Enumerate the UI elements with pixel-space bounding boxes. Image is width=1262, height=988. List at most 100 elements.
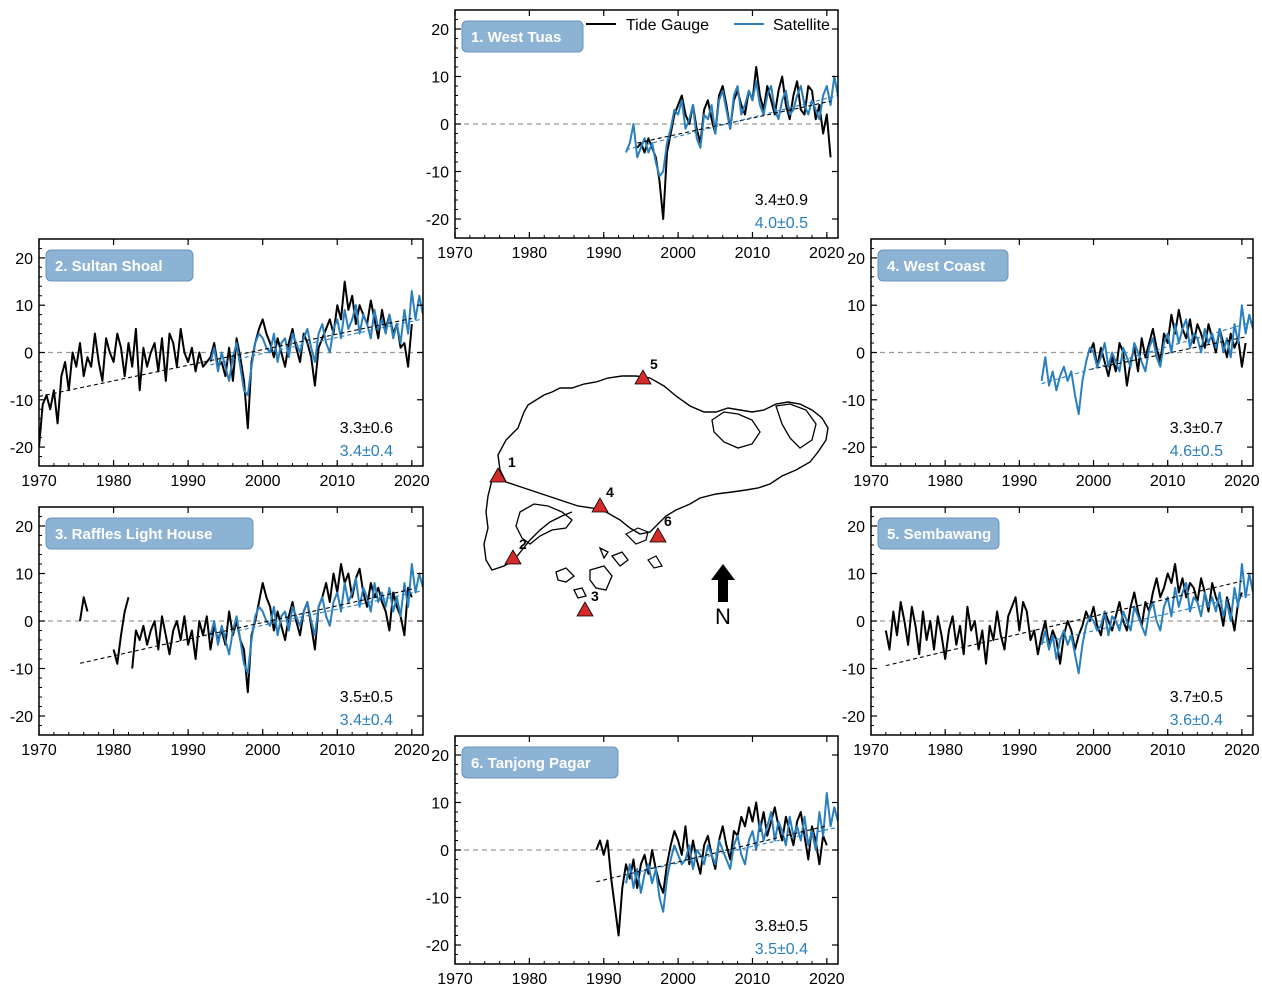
x-tick-label: 2010 (319, 742, 355, 759)
series-satellite (625, 792, 838, 913)
y-tick-label: -20 (10, 709, 33, 726)
site-marker-1 (489, 467, 507, 483)
trend-tide-gauge (637, 100, 831, 144)
trend-satellite (625, 826, 838, 876)
series-tide-gauge (79, 563, 413, 694)
y-tick-label: 10 (15, 567, 33, 584)
trend-satellite (210, 318, 423, 366)
legend: Tide Gauge Satellite (586, 17, 830, 34)
site-marker-4 (591, 497, 609, 513)
site-marker-5 (634, 369, 652, 385)
y-tick-label: 0 (440, 843, 449, 860)
panel-title: 1. West Tuas (471, 29, 561, 46)
y-tick-label: -20 (426, 212, 449, 229)
trend-satellite (210, 590, 423, 638)
panel-sultan-shoal: 1970 1980 1990 2000 2010 2020 -20 -10 0 10 20 2. Su… (10, 238, 430, 490)
y-tick-label: 10 (847, 567, 865, 584)
y-tick-label: 20 (431, 22, 449, 39)
series-satellite (209, 563, 423, 675)
y-tick-label: -10 (842, 393, 865, 410)
panel-tanjong-pagar: 1970 1980 1990 2000 2010 2020 -20 -10 0 10 20 6. Ta… (426, 735, 845, 988)
x-tick-label: 1970 (437, 971, 473, 988)
y-tick-label: -10 (426, 165, 449, 182)
x-tick-label: 1990 (170, 473, 206, 490)
panel-title-badge (45, 249, 194, 282)
y-tick-label: 20 (847, 251, 865, 268)
sentosa-area (624, 527, 663, 569)
y-tick-label: -20 (842, 440, 865, 457)
satellite-rate: 3.4±0.4 (340, 443, 393, 460)
x-tick-label: 1980 (927, 473, 963, 490)
satellite-rate: 3.5±0.4 (755, 941, 808, 958)
western-reclaimed-coast (483, 469, 573, 571)
trend-tide-gauge (39, 317, 412, 398)
trend-tide-gauge (79, 588, 412, 664)
y-tick-label: 20 (431, 748, 449, 765)
x-tick-label: 1980 (96, 473, 132, 490)
x-tick-label: 1980 (512, 245, 548, 262)
legend-sat-label: Satellite (773, 17, 830, 34)
y-tick-label: 20 (15, 251, 33, 268)
series-satellite (209, 290, 423, 397)
site-label-4: 4 (606, 484, 614, 500)
tide-gauge-rate: 3.5±0.5 (340, 689, 393, 706)
panel-title-badge (461, 20, 584, 53)
plot-area (625, 66, 838, 220)
x-tick-label: 2000 (1076, 742, 1112, 759)
x-tick-label: 1970 (853, 742, 889, 759)
site-marker-2 (504, 549, 522, 565)
panel-west-coast: 1970 1980 1990 2000 2010 2020 -20 -10 0 10 20 4. We… (842, 238, 1260, 490)
tide-gauge-rate: 3.3±0.7 (1170, 420, 1223, 437)
panel-title-badge (45, 517, 254, 550)
panel-west-tuas: 1970 1980 1990 2000 2010 2020 -20 -10 0 10 20 1. We… (426, 9, 845, 262)
y-tick-label: 10 (15, 298, 33, 315)
y-tick-label: 10 (431, 70, 449, 87)
east-islands (711, 403, 817, 449)
x-tick-label: 2010 (1150, 473, 1186, 490)
plot-area (1040, 304, 1253, 415)
y-tick-label: -10 (842, 662, 865, 679)
legend-tide-label: Tide Gauge (626, 17, 709, 34)
panel-title: 6. Tanjong Pagar (471, 755, 591, 772)
y-tick-label: -10 (426, 891, 449, 908)
tide-gauge-rate: 3.3±0.6 (340, 420, 393, 437)
x-tick-label: 2010 (735, 971, 771, 988)
x-tick-label: 2000 (245, 742, 281, 759)
y-tick-label: -20 (10, 440, 33, 457)
x-tick-label: 2020 (1224, 473, 1260, 490)
jurong-island (515, 503, 573, 545)
satellite-rate: 3.6±0.4 (1170, 712, 1223, 729)
x-tick-label: 2020 (809, 245, 845, 262)
x-tick-label: 1990 (1002, 742, 1038, 759)
x-tick-label: 2020 (809, 971, 845, 988)
y-tick-label: -20 (842, 709, 865, 726)
x-tick-label: 1970 (21, 473, 57, 490)
main-island-outline (497, 375, 829, 535)
trend-satellite (1041, 321, 1253, 385)
site-label-6: 6 (664, 513, 672, 529)
panel-title-badge (877, 249, 1009, 282)
x-tick-label: 2020 (394, 742, 430, 759)
site-marker-6 (649, 527, 667, 543)
x-tick-label: 2010 (319, 473, 355, 490)
tide-gauge-rate: 3.4±0.9 (755, 192, 808, 209)
series-satellite (1040, 563, 1253, 675)
x-tick-label: 1980 (927, 742, 963, 759)
plot-area (79, 563, 423, 694)
satellite-rate: 4.6±0.5 (1170, 443, 1223, 460)
x-tick-label: 1970 (437, 245, 473, 262)
x-tick-label: 1990 (170, 742, 206, 759)
x-tick-label: 2000 (1076, 473, 1112, 490)
x-tick-label: 2010 (1150, 742, 1186, 759)
panel-title: 2. Sultan Shoal (55, 258, 163, 275)
plot-area (884, 563, 1253, 675)
trend-satellite (625, 94, 838, 151)
singapore-map: 1 2 3 4 5 6 N (483, 356, 829, 629)
site-label-5: 5 (650, 356, 658, 372)
x-tick-label: 1990 (1002, 473, 1038, 490)
satellite-rate: 4.0±0.5 (755, 215, 808, 232)
north-label: N (715, 604, 731, 629)
panel-title: 5. Sembawang (887, 526, 991, 543)
plot-area (39, 280, 423, 448)
series-tide-gauge (39, 280, 413, 448)
